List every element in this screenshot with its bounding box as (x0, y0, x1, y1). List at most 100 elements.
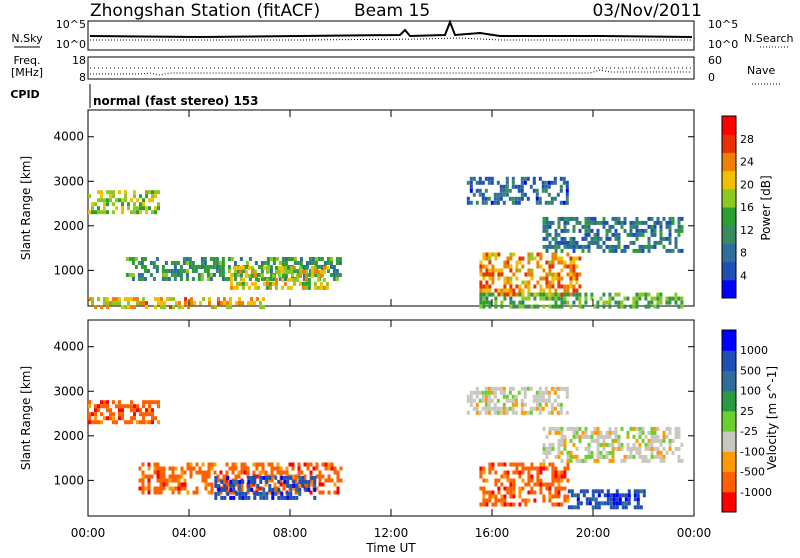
echo-cell (497, 268, 501, 273)
echo-cell (299, 261, 303, 265)
echo-cell (611, 458, 615, 463)
echo-cell (273, 466, 277, 471)
echo-cell (160, 301, 163, 306)
echo-cell (130, 210, 133, 215)
echo-cell (121, 210, 124, 215)
echo-cell (511, 394, 515, 399)
echo-cell (632, 304, 636, 309)
echo-cell (239, 277, 243, 281)
echo-cell (491, 502, 495, 507)
echo-cell (488, 252, 492, 257)
echo-cell (523, 394, 527, 399)
echo-cell (313, 269, 317, 274)
echo-cell (145, 420, 148, 425)
echo-cell (636, 501, 640, 506)
echo-cell (487, 394, 491, 399)
echo-cell (94, 404, 97, 409)
echo-cell (627, 501, 631, 506)
echo-cell (307, 285, 311, 290)
echo-cell (130, 420, 133, 425)
echo-cell (488, 268, 492, 273)
echo-cell (515, 304, 519, 309)
echo-cell (313, 281, 317, 286)
echo-cell (569, 256, 573, 261)
echo-cell (545, 260, 549, 265)
echo-cell (545, 244, 549, 249)
echo-cell (189, 470, 193, 475)
echo-cell (496, 386, 500, 391)
echo-cell (575, 454, 579, 459)
echo-cell (151, 198, 154, 203)
echo-cell (674, 300, 678, 305)
echo-cell (638, 220, 642, 225)
echo-cell (638, 442, 642, 447)
echo-cell (638, 232, 642, 237)
echo-cell (509, 304, 513, 309)
echo-cell (542, 494, 546, 499)
echo-cell (170, 269, 174, 273)
echo-cell (157, 301, 160, 306)
echo-cell (614, 430, 618, 435)
echo-cell (247, 479, 251, 484)
echo-cell (133, 305, 136, 310)
echo-cell (200, 265, 204, 269)
echo-cell (523, 390, 527, 395)
echo-cell (254, 277, 258, 281)
echo-cell (145, 210, 148, 215)
echo-cell (545, 236, 549, 241)
echo-cell (327, 466, 331, 471)
echo-cell (518, 304, 522, 309)
echo-cell (545, 450, 549, 455)
echo-cell (542, 466, 546, 471)
echo-cell (259, 479, 263, 484)
echo-cell (605, 450, 609, 455)
echo-cell (615, 497, 619, 502)
echo-cell (557, 260, 561, 265)
echo-cell (238, 297, 241, 302)
echo-cell (587, 224, 591, 229)
echo-cell (260, 269, 264, 273)
echo-cell (659, 236, 663, 241)
echo-cell (551, 272, 555, 277)
echo-cell (582, 493, 586, 498)
echo-cell (494, 494, 498, 499)
echo-cell (578, 220, 582, 225)
echo-cell (512, 462, 516, 467)
echo-cell (91, 206, 94, 211)
echo-cell (632, 434, 636, 439)
echo-cell (130, 198, 133, 203)
echo-cell (243, 462, 247, 467)
echo-cell (551, 260, 555, 265)
echo-cell (572, 268, 576, 273)
echo-cell (518, 490, 522, 495)
echo-cell (151, 408, 154, 413)
y-tick-label: 4000 (53, 340, 84, 354)
echo-cell (231, 470, 235, 475)
echo-cell (584, 232, 588, 237)
echo-cell (482, 288, 486, 293)
echo-cell (112, 400, 115, 405)
echo-cell (591, 489, 595, 494)
echo-cell (587, 240, 591, 245)
echo-cell (133, 412, 136, 417)
echo-cell (234, 482, 238, 487)
echo-cell (677, 454, 681, 459)
echo-cell (578, 296, 582, 301)
echo-cell (88, 404, 91, 409)
echo-cell (593, 232, 597, 237)
echo-cell (539, 252, 543, 257)
echo-cell (551, 292, 555, 297)
colorbar-tick-label: 12 (740, 224, 754, 237)
echo-cell (570, 493, 574, 498)
echo-cell (329, 273, 333, 277)
echo-cell (535, 188, 539, 193)
echo-cell (138, 478, 142, 483)
echo-cell (97, 210, 100, 215)
echo-cell (165, 482, 169, 487)
echo-cell (621, 505, 625, 510)
echo-cell (512, 482, 516, 487)
echo-cell (557, 240, 561, 245)
echo-cell (551, 502, 555, 507)
echo-cell (152, 261, 156, 265)
echo-cell (301, 285, 305, 290)
